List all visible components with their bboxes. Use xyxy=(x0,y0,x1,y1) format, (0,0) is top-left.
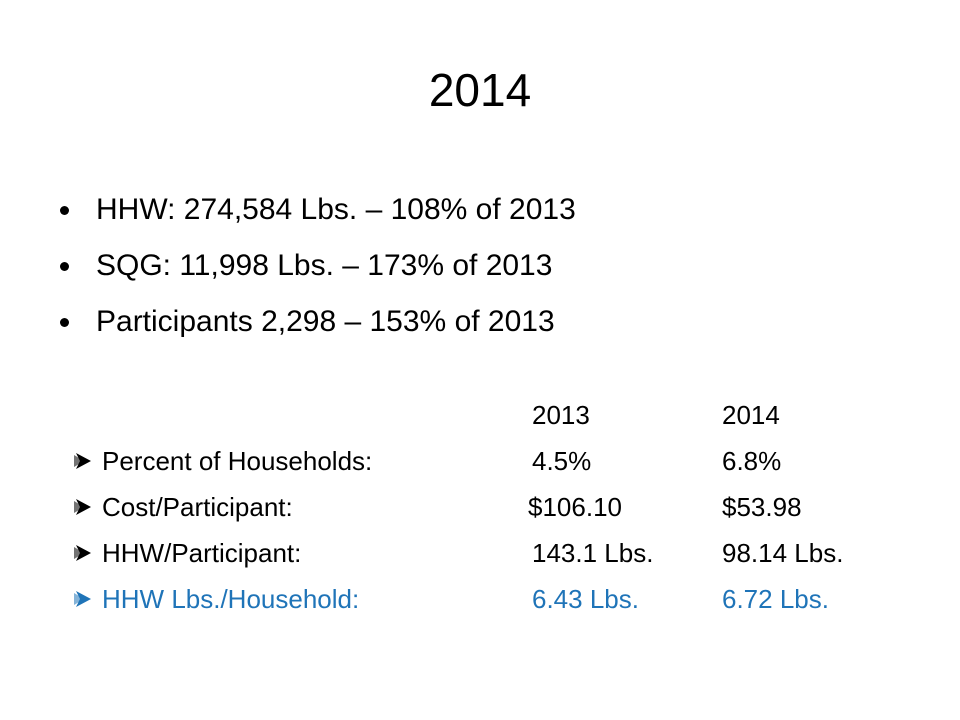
value-2013: 4.5% xyxy=(532,446,592,476)
row-label: HHW Lbs./Household: xyxy=(102,584,360,614)
comparison-table: 2013 2014 Percent of Households: 4.5% 6.… xyxy=(0,392,960,622)
row-label: Cost/Participant: xyxy=(102,492,293,522)
slide-title: 2014 xyxy=(428,64,532,116)
value-2013: 143.1 Lbs. xyxy=(532,538,654,568)
bullet-dot-icon xyxy=(60,205,69,215)
arrow-bullet-icon xyxy=(74,499,91,515)
bullet-text: HHW: 274,584 Lbs. – 108% of 2013 xyxy=(96,193,576,226)
row-label: HHW/Participant: xyxy=(102,538,302,568)
arrow-bullet-icon xyxy=(74,453,91,469)
bullet-list: HHW: 274,584 Lbs. – 108% of 2013 SQG: 11… xyxy=(58,182,576,350)
comparison-row-hhw-household: HHW Lbs./Household: 6.43 Lbs. 6.72 Lbs. xyxy=(0,576,960,622)
bullet-item-participants: Participants 2,298 – 153% of 2013 xyxy=(58,294,576,350)
bullet-text: Participants 2,298 – 153% of 2013 xyxy=(96,305,555,338)
comparison-row-hhw-participant: HHW/Participant: 143.1 Lbs. 98.14 Lbs. xyxy=(0,530,960,576)
arrow-bullet-icon xyxy=(74,591,91,607)
arrow-bullet-icon xyxy=(74,545,91,561)
column-header-2013: 2013 xyxy=(532,400,590,430)
value-2014: 98.14 Lbs. xyxy=(722,538,844,568)
bullet-item-hhw: HHW: 274,584 Lbs. – 108% of 2013 xyxy=(58,182,576,238)
comparison-row-percent-households: Percent of Households: 4.5% 6.8% xyxy=(0,438,960,484)
value-2013: $106.10 xyxy=(528,492,622,522)
value-2014: $53.98 xyxy=(722,492,802,522)
row-label: Percent of Households: xyxy=(102,446,373,476)
comparison-row-cost-participant: Cost/Participant: $106.10 $53.98 xyxy=(0,484,960,530)
comparison-header-row: 2013 2014 xyxy=(0,392,960,438)
bullet-dot-icon xyxy=(60,261,69,271)
bullet-text: SQG: 11,998 Lbs. – 173% of 2013 xyxy=(96,249,553,282)
value-2013: 6.43 Lbs. xyxy=(532,584,639,614)
column-header-2014: 2014 xyxy=(722,400,780,430)
value-2014: 6.72 Lbs. xyxy=(722,584,829,614)
value-2014: 6.8% xyxy=(722,446,782,476)
bullet-dot-icon xyxy=(60,317,69,327)
bullet-item-sqg: SQG: 11,998 Lbs. – 173% of 2013 xyxy=(58,238,576,294)
